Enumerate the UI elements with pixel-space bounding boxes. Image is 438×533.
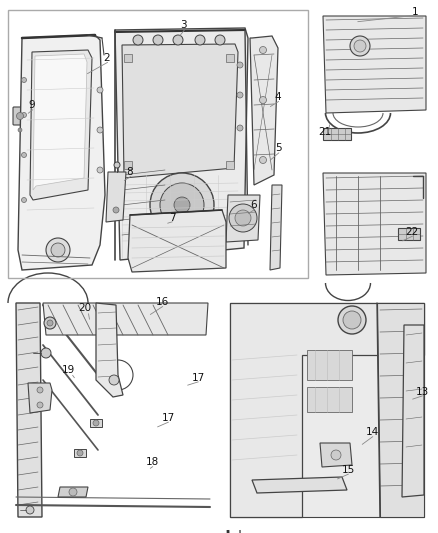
Text: 14: 14 — [365, 427, 378, 437]
Polygon shape — [128, 210, 226, 272]
Text: 21: 21 — [318, 127, 332, 137]
Circle shape — [69, 488, 77, 496]
Circle shape — [237, 62, 243, 68]
Polygon shape — [250, 36, 278, 185]
Text: 7: 7 — [169, 213, 175, 223]
Polygon shape — [58, 487, 88, 497]
Text: 17: 17 — [191, 373, 205, 383]
Circle shape — [354, 40, 366, 52]
Polygon shape — [18, 35, 105, 270]
Circle shape — [195, 35, 205, 45]
Circle shape — [259, 157, 266, 164]
Text: 2: 2 — [104, 53, 110, 63]
Text: 20: 20 — [78, 303, 92, 313]
Polygon shape — [30, 50, 92, 200]
Bar — [90, 419, 102, 427]
Circle shape — [331, 450, 341, 460]
Text: 4: 4 — [275, 92, 281, 102]
Circle shape — [343, 311, 361, 329]
Circle shape — [21, 198, 27, 203]
Circle shape — [215, 35, 225, 45]
Text: 8: 8 — [127, 167, 133, 177]
Circle shape — [150, 173, 214, 237]
Polygon shape — [270, 185, 282, 270]
Bar — [307, 387, 352, 412]
Circle shape — [350, 36, 370, 56]
Text: 5: 5 — [275, 143, 281, 153]
Circle shape — [97, 167, 103, 173]
Text: 16: 16 — [155, 297, 169, 307]
Circle shape — [229, 204, 257, 232]
FancyBboxPatch shape — [13, 107, 27, 125]
Circle shape — [37, 402, 43, 408]
Polygon shape — [43, 303, 208, 335]
Circle shape — [18, 128, 22, 132]
Polygon shape — [106, 172, 126, 222]
Bar — [8, 10, 308, 278]
Circle shape — [174, 197, 190, 213]
Text: 1: 1 — [412, 7, 418, 17]
Circle shape — [93, 420, 99, 426]
Bar — [226, 161, 234, 169]
Text: 19: 19 — [61, 365, 74, 375]
Polygon shape — [402, 325, 424, 497]
Circle shape — [37, 387, 43, 393]
Polygon shape — [16, 303, 42, 517]
Circle shape — [97, 127, 103, 133]
Circle shape — [21, 112, 27, 117]
Bar — [307, 350, 352, 380]
Circle shape — [237, 92, 243, 98]
Polygon shape — [252, 477, 347, 493]
Circle shape — [160, 183, 204, 227]
Text: 18: 18 — [145, 457, 159, 467]
Bar — [398, 228, 420, 240]
Polygon shape — [323, 16, 426, 113]
Polygon shape — [226, 195, 260, 242]
Circle shape — [109, 375, 119, 385]
Polygon shape — [323, 173, 426, 275]
Circle shape — [97, 87, 103, 93]
Circle shape — [41, 348, 51, 358]
Bar — [74, 449, 86, 457]
Circle shape — [173, 35, 183, 45]
Polygon shape — [96, 303, 123, 397]
Bar — [323, 128, 351, 140]
Circle shape — [113, 207, 119, 213]
Polygon shape — [230, 303, 424, 517]
Circle shape — [133, 35, 143, 45]
Circle shape — [47, 320, 53, 326]
Text: 13: 13 — [415, 387, 429, 397]
Circle shape — [21, 77, 27, 83]
Polygon shape — [33, 54, 87, 190]
Polygon shape — [230, 303, 424, 517]
Circle shape — [259, 96, 266, 103]
Circle shape — [44, 317, 56, 329]
Polygon shape — [115, 28, 248, 260]
Text: 3: 3 — [180, 20, 186, 30]
Polygon shape — [377, 303, 424, 517]
Circle shape — [51, 243, 65, 257]
Circle shape — [77, 450, 83, 456]
Circle shape — [26, 506, 34, 514]
Circle shape — [153, 35, 163, 45]
Circle shape — [17, 112, 24, 119]
Circle shape — [46, 238, 70, 262]
Text: 15: 15 — [341, 465, 355, 475]
Circle shape — [235, 210, 251, 226]
Text: 22: 22 — [406, 227, 419, 237]
Circle shape — [237, 125, 243, 131]
Bar — [124, 54, 132, 62]
Bar — [124, 161, 132, 169]
Polygon shape — [122, 44, 238, 178]
Polygon shape — [28, 383, 52, 413]
Circle shape — [21, 152, 27, 157]
Text: 17: 17 — [161, 413, 175, 423]
Polygon shape — [320, 443, 352, 467]
Bar — [226, 54, 234, 62]
Circle shape — [114, 162, 120, 168]
Circle shape — [338, 306, 366, 334]
Text: 6: 6 — [251, 200, 257, 210]
Text: 9: 9 — [28, 100, 35, 110]
Circle shape — [259, 46, 266, 53]
